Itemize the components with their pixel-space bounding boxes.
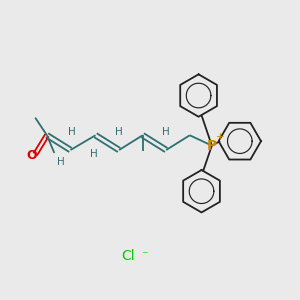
Text: Cl: Cl bbox=[122, 249, 135, 263]
Text: H: H bbox=[68, 127, 76, 137]
Text: H: H bbox=[162, 127, 170, 137]
Text: O: O bbox=[26, 149, 37, 162]
Text: H: H bbox=[115, 127, 123, 137]
Text: H: H bbox=[90, 148, 98, 158]
Text: P: P bbox=[207, 139, 217, 153]
Text: ⁻: ⁻ bbox=[141, 249, 148, 262]
Text: +: + bbox=[216, 132, 224, 142]
Text: H: H bbox=[57, 158, 65, 167]
